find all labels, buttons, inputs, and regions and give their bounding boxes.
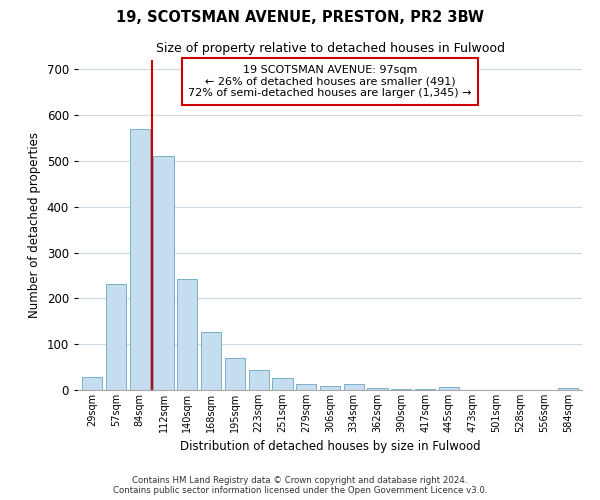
- Bar: [439, 387, 459, 390]
- Text: Contains HM Land Registry data © Crown copyright and database right 2024.
Contai: Contains HM Land Registry data © Crown c…: [113, 476, 487, 495]
- X-axis label: Distribution of detached houses by size in Fulwood: Distribution of detached houses by size …: [179, 440, 481, 454]
- Bar: [296, 384, 316, 390]
- Y-axis label: Number of detached properties: Number of detached properties: [28, 132, 41, 318]
- Bar: [82, 377, 103, 390]
- Bar: [154, 156, 173, 390]
- Text: 19 SCOTSMAN AVENUE: 97sqm
← 26% of detached houses are smaller (491)
72% of semi: 19 SCOTSMAN AVENUE: 97sqm ← 26% of detac…: [188, 65, 472, 98]
- Bar: [367, 388, 388, 390]
- Bar: [391, 389, 412, 390]
- Text: 19, SCOTSMAN AVENUE, PRESTON, PR2 3BW: 19, SCOTSMAN AVENUE, PRESTON, PR2 3BW: [116, 10, 484, 25]
- Bar: [106, 284, 126, 390]
- Bar: [344, 384, 364, 390]
- Bar: [415, 389, 435, 390]
- Title: Size of property relative to detached houses in Fulwood: Size of property relative to detached ho…: [155, 42, 505, 54]
- Bar: [201, 332, 221, 390]
- Bar: [248, 370, 269, 390]
- Bar: [130, 128, 150, 390]
- Bar: [320, 386, 340, 390]
- Bar: [225, 358, 245, 390]
- Bar: [177, 279, 197, 390]
- Bar: [557, 388, 578, 390]
- Bar: [272, 378, 293, 390]
